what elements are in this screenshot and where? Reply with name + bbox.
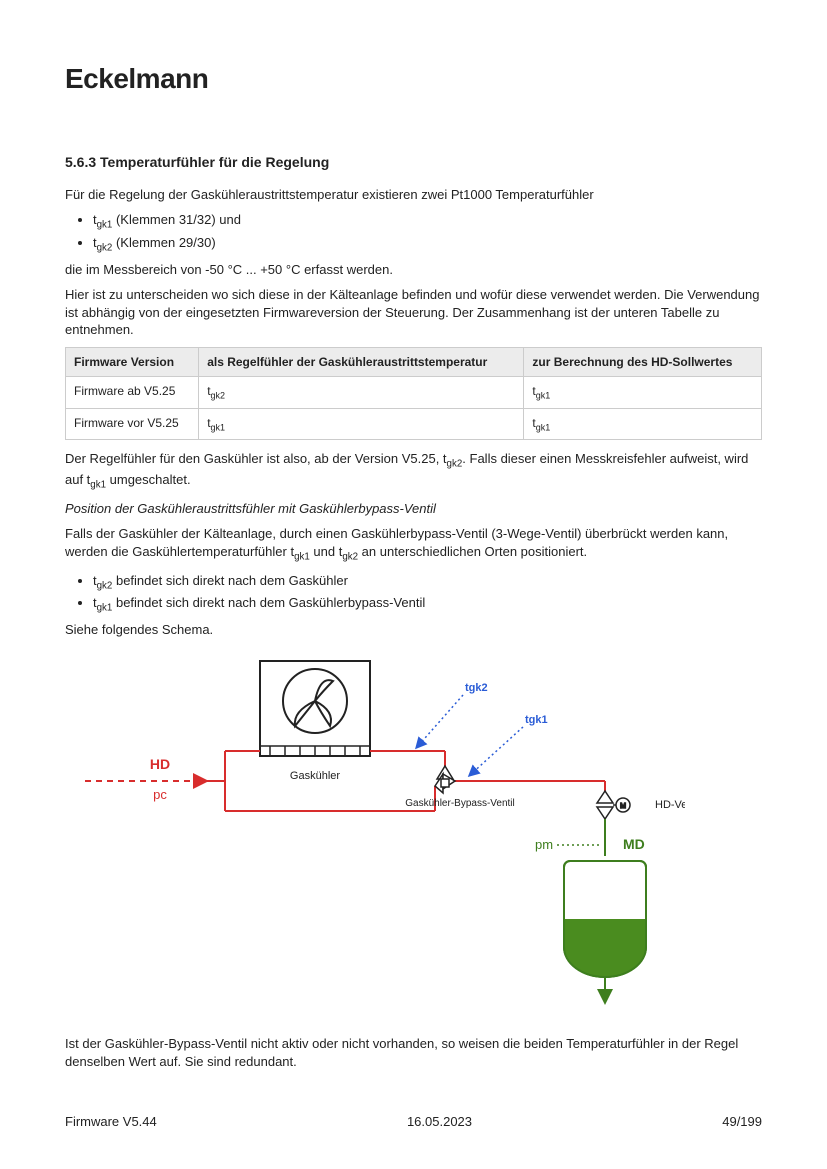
th: Firmware Version	[66, 347, 199, 376]
section-number: 5.6.3	[65, 154, 96, 170]
label-tgk2: tgk2	[465, 682, 488, 694]
italic-subheading: Position der Gaskühleraustrittsfühler mi…	[65, 500, 762, 518]
list-item: tgk2 befindet sich direkt nach dem Gaskü…	[93, 572, 762, 593]
list-item: tgk1 befindet sich direkt nach dem Gaskü…	[93, 594, 762, 615]
schematic-diagram: Gaskühler HD pc Gaskühler-Bypass-Ventil …	[65, 651, 762, 1016]
label-gaskuehler: Gaskühler	[290, 770, 340, 782]
list-item: tgk1 (Klemmen 31/32) und	[93, 211, 762, 232]
td: tgk1	[524, 408, 762, 440]
tail: (Klemmen 31/32) und	[112, 212, 241, 227]
firmware-table: Firmware Version als Regelfühler der Gas…	[65, 347, 762, 440]
td: Firmware ab V5.25	[66, 377, 199, 409]
th: als Regelfühler der Gaskühleraustrittste…	[199, 347, 524, 376]
para-2: Hier ist zu unterscheiden wo sich diese …	[65, 286, 762, 339]
list-item: tgk2 (Klemmen 29/30)	[93, 234, 762, 255]
label-tgk1: tgk1	[525, 714, 548, 726]
see-schema: Siehe folgendes Schema.	[65, 621, 762, 639]
td: tgk1	[199, 408, 524, 440]
td: Firmware vor V5.25	[66, 408, 199, 440]
label-pm: pm	[535, 837, 553, 852]
bullet-list-a: tgk1 (Klemmen 31/32) und tgk2 (Klemmen 2…	[93, 211, 762, 255]
footer-right: 49/199	[722, 1113, 762, 1131]
label-hd: HD	[150, 756, 170, 772]
section-title-text: Temperaturfühler für die Regelung	[100, 154, 329, 170]
bullet-list-b: tgk2 befindet sich direkt nach dem Gaskü…	[93, 572, 762, 616]
label-md: MD	[623, 836, 645, 852]
label-bypass: Gaskühler-Bypass-Ventil	[405, 798, 515, 809]
brand-logo: Eckelmann	[65, 60, 762, 98]
footer-center: 16.05.2023	[407, 1113, 472, 1131]
closing-text: Ist der Gaskühler-Bypass-Ventil nicht ak…	[65, 1035, 762, 1070]
sub: gk1	[97, 220, 113, 231]
table-row: Firmware vor V5.25 tgk1 tgk1	[66, 408, 762, 440]
intro-text: Für die Regelung der Gaskühleraustrittst…	[65, 186, 762, 204]
label-hdventil: HD-Ventil	[655, 799, 685, 811]
page-footer: Firmware V5.44 16.05.2023 49/199	[65, 1113, 762, 1131]
para-3: Der Regelfühler für den Gaskühler ist al…	[65, 450, 762, 492]
range-text: die im Messbereich von -50 °C ... +50 °C…	[65, 261, 762, 279]
tail: (Klemmen 29/30)	[112, 235, 215, 250]
footer-left: Firmware V5.44	[65, 1113, 157, 1131]
sub: gk2	[97, 243, 113, 254]
label-pc: pc	[153, 787, 167, 802]
table-row: Firmware ab V5.25 tgk2 tgk1	[66, 377, 762, 409]
diagram-svg: Gaskühler HD pc Gaskühler-Bypass-Ventil …	[65, 651, 685, 1011]
svg-text:M: M	[620, 803, 626, 810]
para-4: Falls der Gaskühler der Kälteanlage, dur…	[65, 525, 762, 563]
td: tgk1	[524, 377, 762, 409]
td: tgk2	[199, 377, 524, 409]
section-heading: 5.6.3 Temperaturfühler für die Regelung	[65, 153, 762, 172]
th: zur Berechnung des HD-Sollwertes	[524, 347, 762, 376]
